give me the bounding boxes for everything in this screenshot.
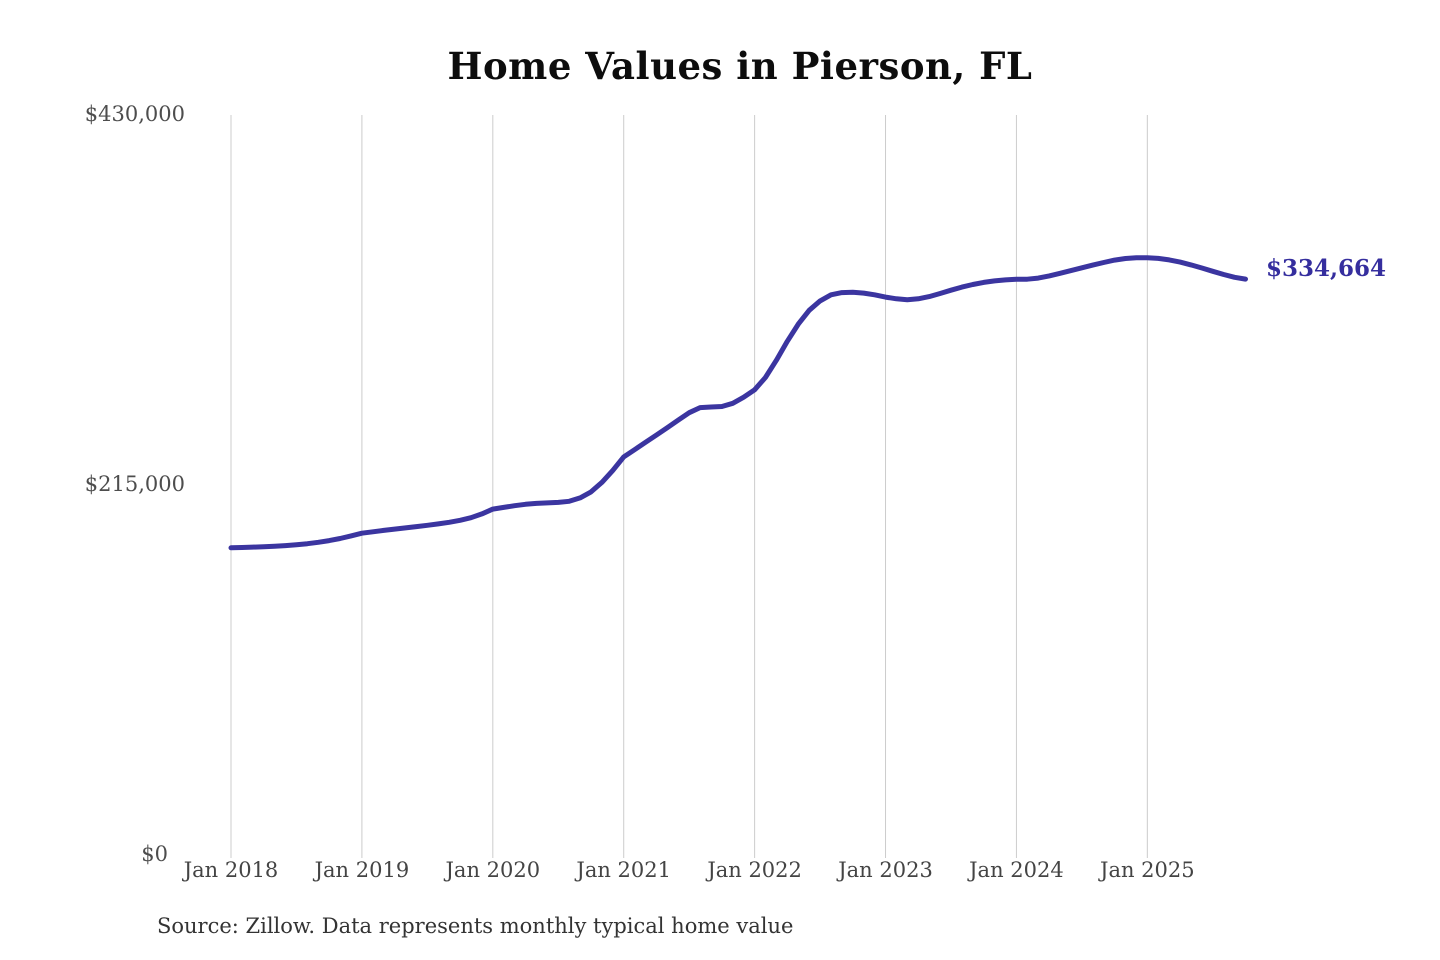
x-axis-tick-label: Jan 2021 [576,858,671,882]
latest-value-label: $334,664 [1266,255,1387,282]
source-note: Source: Zillow. Data represents monthly … [157,914,794,938]
y-axis-tick-0: $0 [141,842,168,866]
x-axis-tick-label: Jan 2018 [183,858,279,882]
x-axis-tick-label: Jan 2022 [707,858,802,882]
y-axis-tick-430000: $430,000 [84,102,185,126]
x-axis-tick-label: Jan 2023 [838,858,933,882]
x-axis-tick-label: Jan 2025 [1100,858,1195,882]
y-axis-tick-215000: $215,000 [84,472,185,496]
x-axis-tick-label: Jan 2019 [314,858,410,882]
chart-title: Home Values in Pierson, FL [447,44,1033,88]
x-axis-tick-label: Jan 2020 [445,858,541,882]
home-value-line [228,255,1248,551]
x-axis-tick-label: Jan 2024 [969,858,1064,882]
